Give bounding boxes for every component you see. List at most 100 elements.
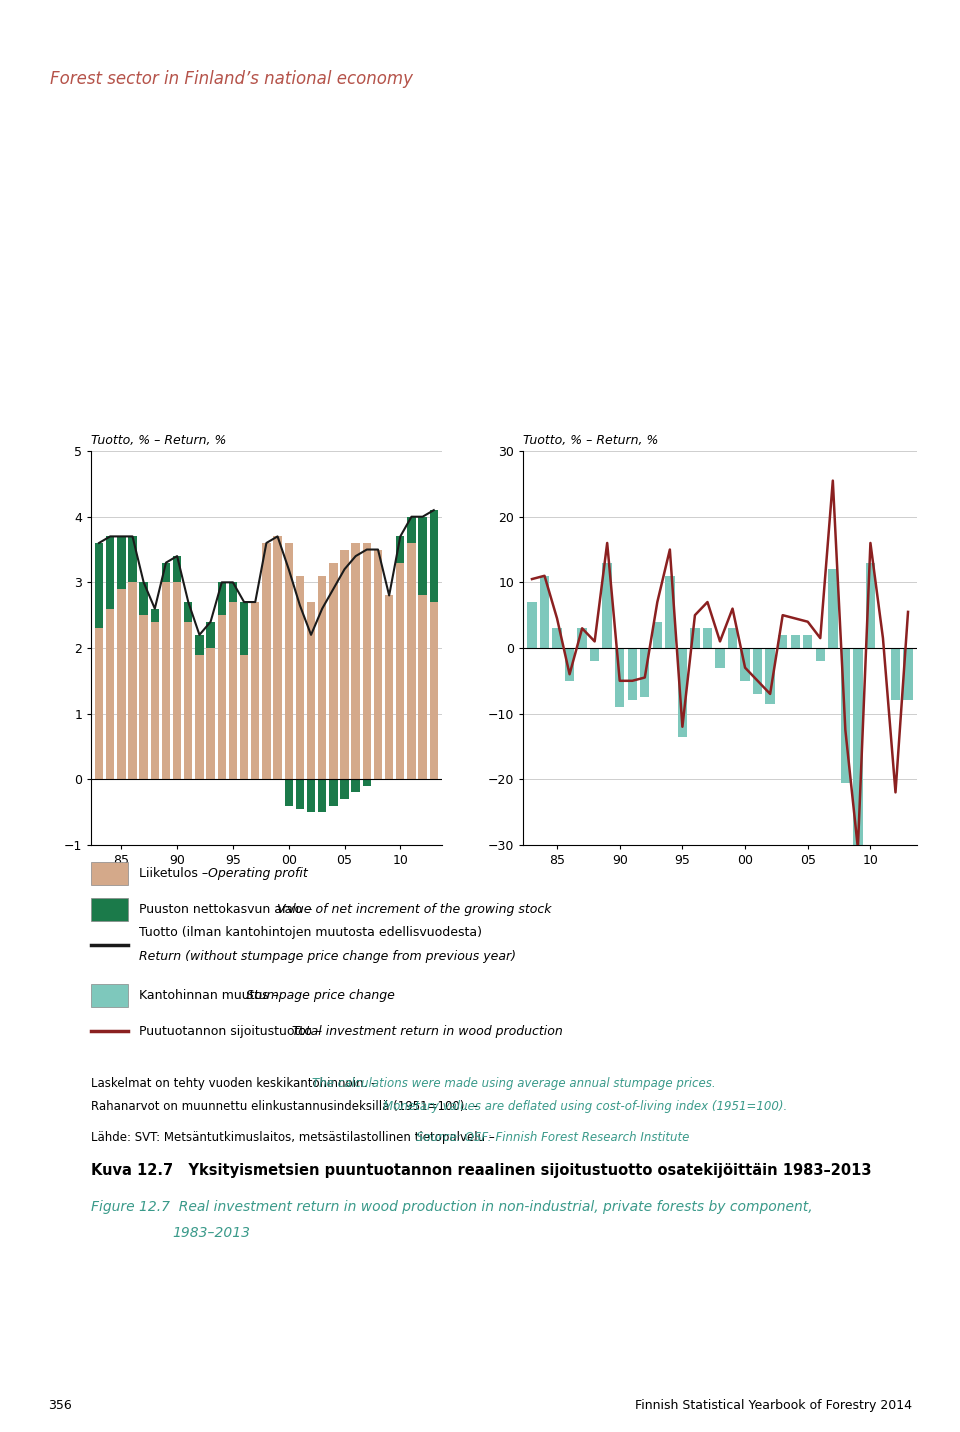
Bar xyxy=(351,779,360,792)
Bar xyxy=(351,543,360,779)
Bar xyxy=(129,537,136,583)
Text: Puutuotannon sijoitustuotto –: Puutuotannon sijoitustuotto – xyxy=(139,1024,326,1038)
Bar xyxy=(527,601,537,647)
Bar xyxy=(640,647,650,697)
Bar xyxy=(296,576,304,779)
Text: Return (without stumpage price change from previous year): Return (without stumpage price change fr… xyxy=(139,949,516,964)
Bar xyxy=(891,647,900,700)
Bar xyxy=(307,601,315,779)
Bar xyxy=(419,517,427,596)
Text: Kantohinnan muutos –: Kantohinnan muutos – xyxy=(139,988,283,1002)
Bar xyxy=(139,583,148,616)
Text: Tuotto, % – Return, %: Tuotto, % – Return, % xyxy=(523,434,659,447)
Bar xyxy=(363,779,371,786)
Bar xyxy=(218,616,226,779)
Bar xyxy=(173,583,181,779)
Bar xyxy=(341,550,348,779)
Bar xyxy=(252,601,259,779)
Bar xyxy=(765,647,775,703)
Bar xyxy=(329,779,338,805)
Bar xyxy=(430,510,438,601)
Bar xyxy=(615,647,624,707)
Bar xyxy=(590,647,599,662)
Bar xyxy=(262,543,271,779)
Bar xyxy=(396,563,404,779)
Bar xyxy=(228,601,237,779)
Bar xyxy=(853,647,863,848)
Bar xyxy=(117,537,126,589)
Bar xyxy=(129,583,136,779)
Text: Tuotto (ilman kantohintojen muutosta edellisvuodesta): Tuotto (ilman kantohintojen muutosta ede… xyxy=(139,925,482,939)
Text: Lähde: SVT: Metsäntutkimuslaitos, metsästilastollinen tietopalvelu –: Lähde: SVT: Metsäntutkimuslaitos, metsäs… xyxy=(91,1131,498,1144)
Bar xyxy=(218,583,226,616)
Bar xyxy=(162,563,170,583)
Bar xyxy=(139,616,148,779)
Text: Kuva 12.7   Yksityismetsien puuntuotannon reaalinen sijoitustuotto osatekijöittä: Kuva 12.7 Yksityismetsien puuntuotannon … xyxy=(91,1163,872,1177)
Bar xyxy=(715,647,725,667)
Bar xyxy=(173,556,181,583)
Text: 12: 12 xyxy=(4,69,33,89)
Bar xyxy=(117,589,126,779)
Text: Forest sector in Finland’s national economy: Forest sector in Finland’s national econ… xyxy=(50,70,413,87)
Bar xyxy=(903,647,913,700)
Bar xyxy=(284,779,293,805)
Text: 356: 356 xyxy=(48,1399,72,1412)
Bar xyxy=(540,576,549,647)
Bar xyxy=(396,537,404,563)
Text: The calculations were made using average annual stumpage prices.: The calculations were made using average… xyxy=(312,1077,716,1090)
Text: Source: OSF: Finnish Forest Research Institute: Source: OSF: Finnish Forest Research Ins… xyxy=(416,1131,689,1144)
Bar xyxy=(206,621,215,647)
Text: Tuotto, % – Return, %: Tuotto, % – Return, % xyxy=(91,434,227,447)
Bar xyxy=(407,517,416,543)
Bar xyxy=(318,576,326,779)
Text: Value of net increment of the growing stock: Value of net increment of the growing st… xyxy=(276,902,551,916)
Bar xyxy=(341,779,348,799)
Bar xyxy=(419,596,427,779)
Bar xyxy=(577,629,587,647)
Bar xyxy=(284,543,293,779)
Bar xyxy=(106,609,114,779)
Bar xyxy=(728,629,737,647)
Bar xyxy=(228,583,237,601)
Bar xyxy=(740,647,750,680)
Bar xyxy=(653,621,662,647)
Bar xyxy=(407,543,416,779)
Bar xyxy=(564,647,574,680)
Text: Laskelmat on tehty vuoden keskikantohinnoin. –: Laskelmat on tehty vuoden keskikantohinn… xyxy=(91,1077,381,1090)
Text: Operating profit: Operating profit xyxy=(208,866,307,881)
Bar xyxy=(151,609,159,621)
Bar xyxy=(678,647,687,736)
Bar xyxy=(240,654,249,779)
Bar xyxy=(296,779,304,809)
Bar xyxy=(628,647,636,700)
Bar xyxy=(195,634,204,654)
Bar xyxy=(703,629,712,647)
Bar xyxy=(184,621,192,779)
Bar xyxy=(151,621,159,779)
Bar xyxy=(329,563,338,779)
Bar xyxy=(240,601,249,654)
Bar xyxy=(373,550,382,779)
Bar xyxy=(753,647,762,695)
Text: 1983–2013: 1983–2013 xyxy=(173,1226,251,1240)
Bar xyxy=(690,629,700,647)
Text: Total investment return in wood production: Total investment return in wood producti… xyxy=(292,1024,563,1038)
Bar xyxy=(778,634,787,647)
Bar xyxy=(552,629,562,647)
Text: Figure 12.7  Real investment return in wood production in non-industrial, privat: Figure 12.7 Real investment return in wo… xyxy=(91,1200,813,1214)
Bar xyxy=(430,601,438,779)
Bar xyxy=(206,647,215,779)
Text: Liiketulos –: Liiketulos – xyxy=(139,866,212,881)
Bar xyxy=(665,576,675,647)
Bar xyxy=(184,601,192,621)
Text: Rahanarvot on muunnettu elinkustannusindeksillä (1951=100). –: Rahanarvot on muunnettu elinkustannusind… xyxy=(91,1100,482,1113)
Bar xyxy=(828,569,837,647)
Bar xyxy=(106,537,114,609)
Bar xyxy=(274,537,281,779)
Bar xyxy=(162,583,170,779)
Bar xyxy=(95,629,103,779)
Bar xyxy=(841,647,850,782)
Bar xyxy=(816,647,825,662)
Bar xyxy=(363,543,371,779)
Text: Monetary values are deflated using cost-of-living index (1951=100).: Monetary values are deflated using cost-… xyxy=(383,1100,787,1113)
